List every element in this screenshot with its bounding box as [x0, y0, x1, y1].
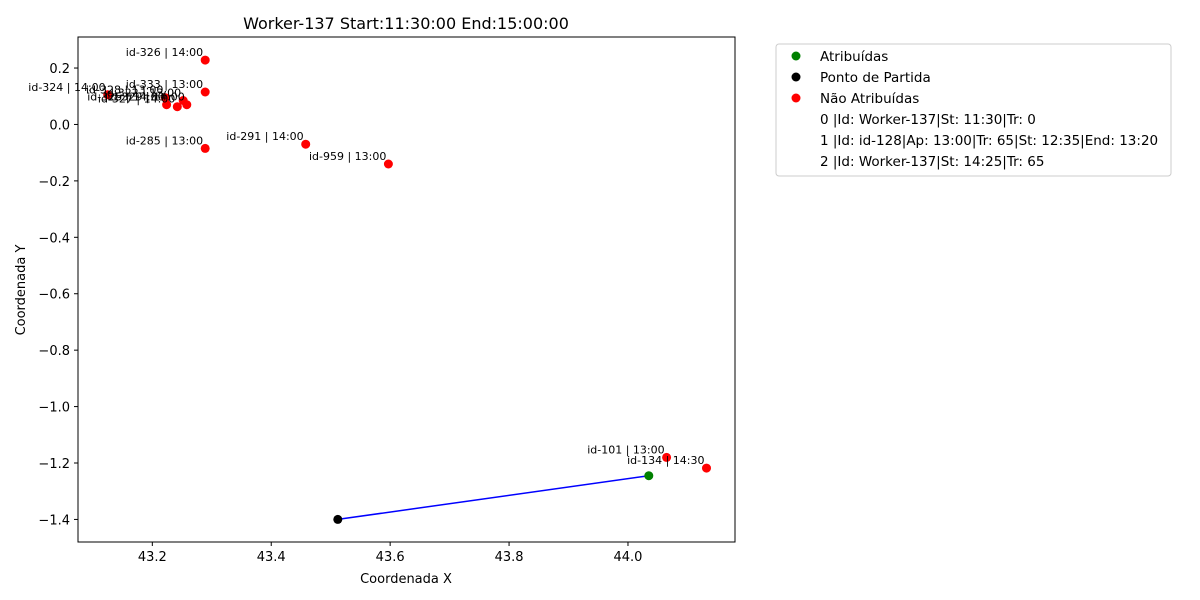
point-label: id-327 | 14:00	[98, 93, 175, 106]
y-tick-label: −1.0	[38, 401, 70, 416]
data-point	[200, 87, 210, 97]
chart-title: Worker-137 Start:11:30:00 End:15:00:00	[243, 14, 569, 33]
point-label: id-329 | 14:00	[107, 91, 184, 104]
data-point	[103, 90, 113, 100]
data-point	[301, 139, 311, 149]
point-label: id-291 | 14:00	[226, 130, 303, 143]
y-tick-label: 0.2	[49, 62, 70, 77]
data-point	[333, 514, 343, 524]
data-point	[162, 100, 172, 110]
legend: Atribuídas Ponto de Partida Não Atribuídas…	[775, 43, 1172, 177]
legend-note: 1 |Id: id-128|Ap: 13:00|Tr: 65|St: 12:35…	[820, 133, 1158, 149]
point-label: id-324 | 14:00	[28, 81, 105, 94]
legend-label: Não Atribuídas	[820, 91, 919, 107]
data-point	[662, 452, 672, 462]
x-tick-label: 43.6	[376, 550, 405, 565]
route-line	[337, 474, 649, 521]
x-axis: 43.2 43.4 43.6 43.8 44.0	[138, 542, 643, 565]
y-tick-label: −0.4	[38, 231, 70, 246]
y-tick-label: −1.2	[38, 457, 70, 472]
legend-marker	[791, 93, 801, 103]
legend-label: Atribuídas	[820, 49, 888, 65]
point-label: id-328 | 13:00	[86, 84, 163, 97]
data-point	[200, 143, 210, 153]
legend-note: 2 |Id: Worker-137|St: 14:25|Tr: 65	[820, 154, 1044, 170]
x-tick-label: 44.0	[614, 550, 643, 565]
x-tick-label: 43.2	[138, 550, 167, 565]
data-point	[172, 102, 182, 112]
point-label: id-134 | 14:30	[627, 454, 704, 467]
point-label: id-322 | 13:00	[104, 87, 181, 100]
point-label: id-285 | 13:00	[126, 134, 203, 147]
data-point	[702, 463, 711, 473]
y-tick-label: −0.8	[38, 344, 70, 359]
legend-marker	[791, 51, 801, 61]
point-label: id-101 | 13:00	[587, 443, 664, 456]
point-label: id-333 | 13:00	[126, 78, 203, 91]
y-tick-label: −0.2	[38, 175, 70, 190]
point-label: id-326 | 14:00	[126, 46, 203, 59]
data-point	[200, 55, 210, 65]
point-label: id-959 | 13:00	[309, 150, 386, 163]
plot-frame	[77, 36, 736, 543]
data-point	[160, 93, 170, 103]
data-point	[182, 100, 192, 110]
y-tick-label: −1.4	[38, 513, 70, 528]
data-point	[383, 159, 393, 169]
legend-label: Ponto de Partida	[820, 70, 931, 86]
x-tick-label: 43.8	[495, 550, 524, 565]
y-axis: 0.2 0.0 −0.2 −0.4 −0.6 −0.8 −1.0 −1.2 −1.4	[38, 62, 78, 528]
legend-frame	[775, 43, 1172, 177]
point-label: id-325 | 14:00	[87, 91, 164, 104]
y-tick-label: 0.0	[49, 118, 70, 133]
plot-content: id-326 | 14:00 id-333 | 13:00 id-324 | 14:…	[28, 46, 711, 524]
y-axis-label: Coordenada Y	[14, 245, 29, 336]
y-tick-label: −0.6	[38, 288, 70, 303]
x-axis-label: Coordenada X	[360, 572, 452, 587]
data-point	[644, 471, 654, 481]
legend-marker	[791, 72, 801, 82]
legend-note: 0 |Id: Worker-137|St: 11:30|Tr: 0	[820, 112, 1036, 128]
x-tick-label: 43.4	[257, 550, 286, 565]
